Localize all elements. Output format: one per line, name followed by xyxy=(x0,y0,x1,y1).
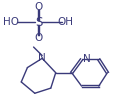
Text: O: O xyxy=(34,33,43,43)
Text: N: N xyxy=(83,54,90,64)
Text: OH: OH xyxy=(58,17,74,27)
Text: N: N xyxy=(38,53,46,63)
Text: S: S xyxy=(35,16,42,29)
Text: HO: HO xyxy=(3,17,19,27)
Text: O: O xyxy=(34,2,43,12)
